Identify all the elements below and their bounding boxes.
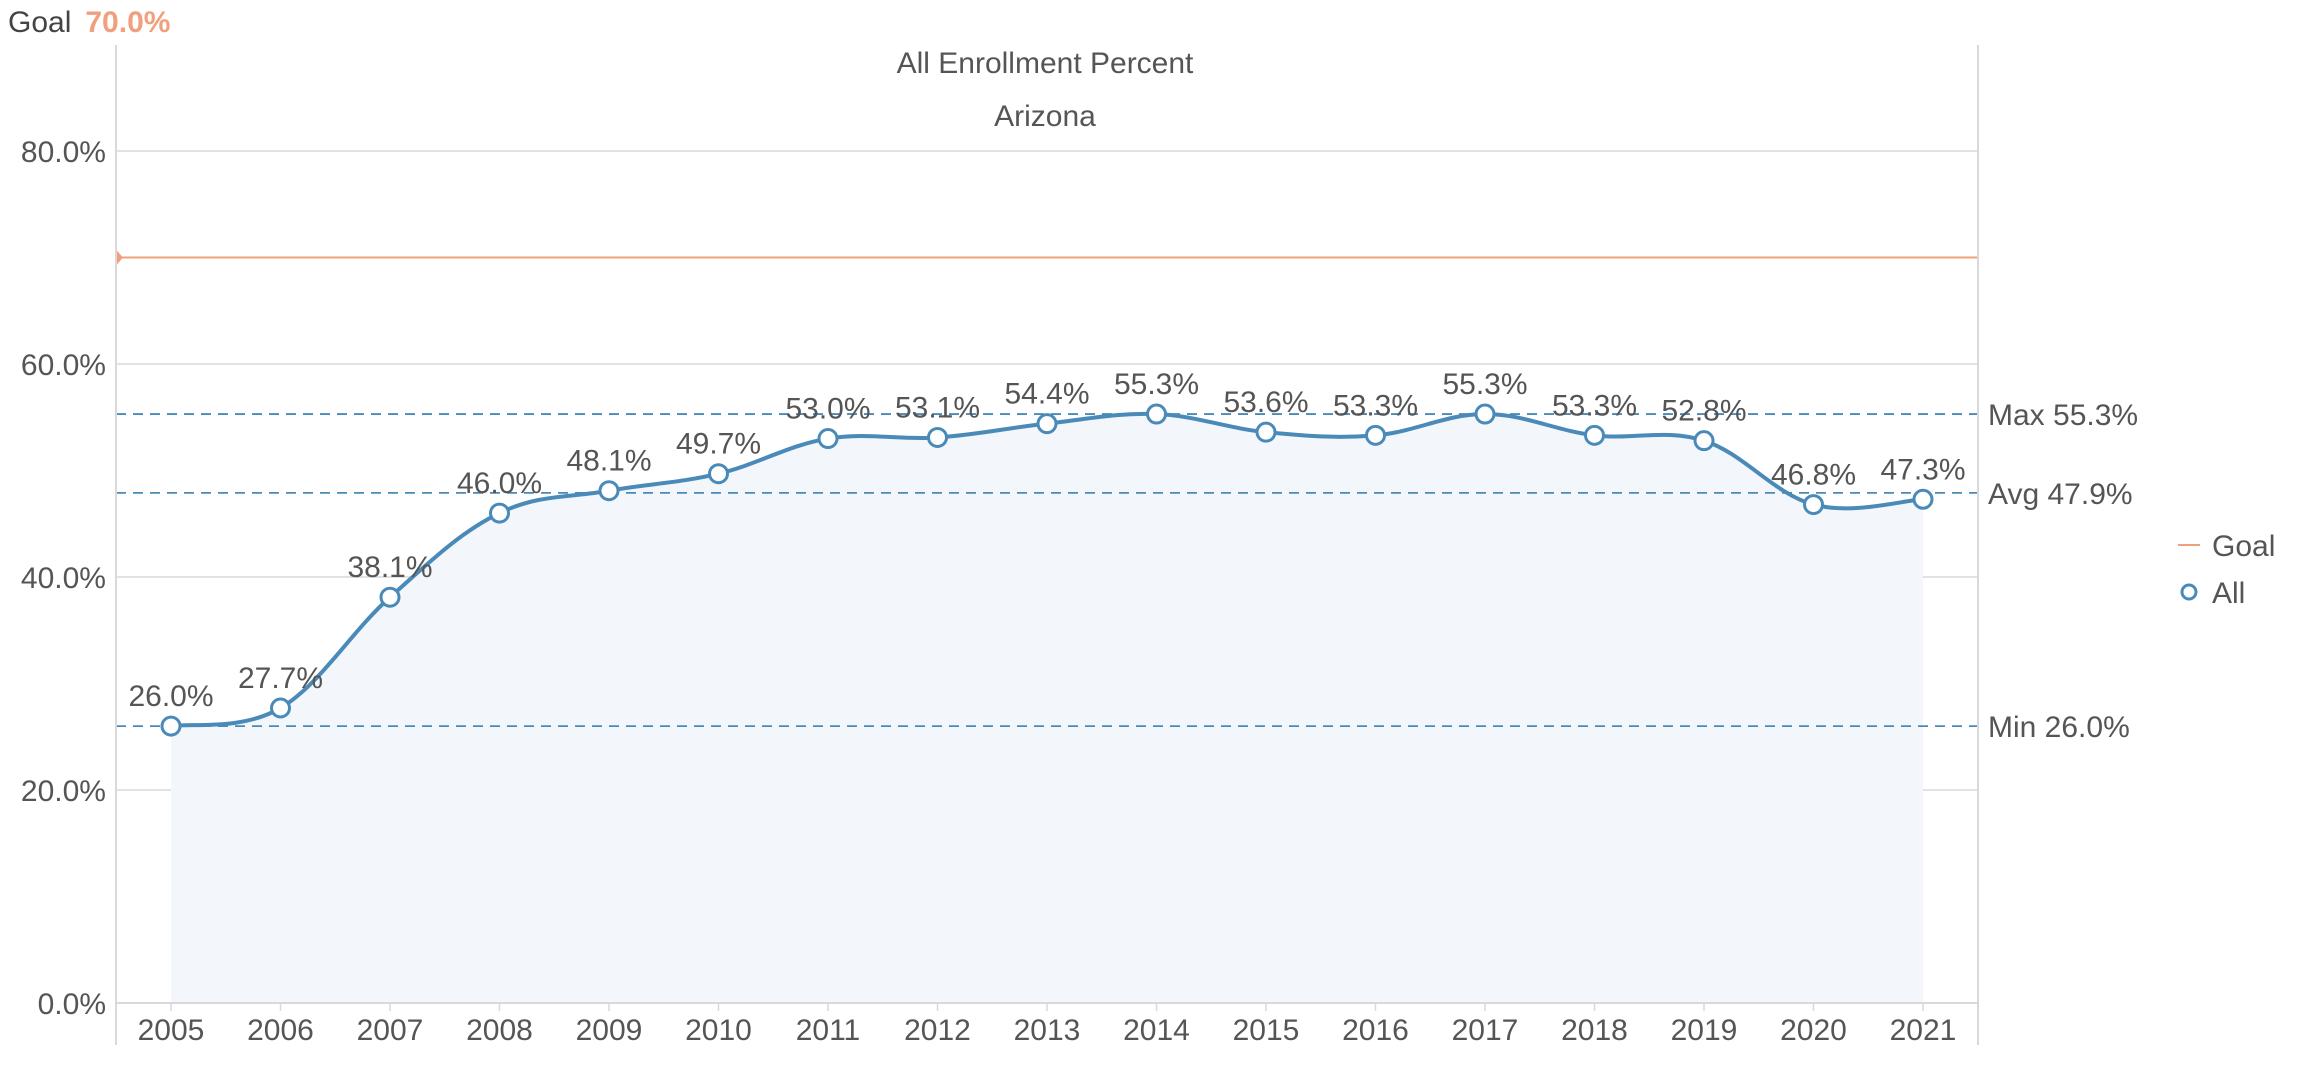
data-label: 47.3% [1880,453,1965,486]
goal-header-value: 70.0% [85,6,171,39]
data-point [817,428,839,450]
x-tick-label: 2009 [576,1014,643,1047]
data-point [1584,424,1605,446]
data-label: 55.3% [1442,368,1527,401]
data-label: 55.3% [1114,368,1199,401]
legend-all-swatch [2180,583,2198,601]
x-tick-label: 2012 [904,1014,971,1047]
legend: Goal All [2178,530,2275,610]
data-label: 53.0% [785,393,870,426]
data-point [1036,413,1058,435]
data-label: 53.1% [895,391,980,424]
data-point [708,463,729,485]
chart-title: All Enrollment Percent [897,47,1194,80]
data-label: 27.7% [238,662,323,695]
data-label: 46.0% [457,467,542,500]
data-label: 53.3% [1333,389,1418,422]
data-labels: 26.0% 27.7% 38.1% 46.0% 48.1% 49.7% 53.0% 53.1%… [128,368,1965,713]
y-tick-label: 80.0% [21,136,106,169]
y-tick-label: 20.0% [21,775,106,808]
goal-header-label: Goal [8,6,72,39]
x-tick-label: 2015 [1233,1014,1300,1047]
data-label: 26.0% [128,680,213,713]
series-area [171,413,1923,1003]
x-tick-label: 2007 [357,1014,424,1047]
x-tick-label: 2019 [1671,1014,1738,1047]
x-tick-label: 2017 [1452,1014,1519,1047]
data-label: 53.3% [1552,389,1637,422]
x-tick-label: 2005 [138,1014,205,1047]
data-point [1365,424,1386,446]
goal-marker [116,249,123,266]
data-point [1146,403,1167,425]
x-tick-label: 2018 [1561,1014,1628,1047]
area-layer [171,413,1923,1003]
goal-header: Goal 70.0% [8,6,170,40]
y-tick-label: 40.0% [21,562,106,595]
x-tick-label: 2013 [1014,1014,1081,1047]
data-label: 53.6% [1223,386,1308,419]
x-tick-label: 2014 [1123,1014,1190,1047]
data-point [489,502,510,524]
x-tick-label: 2008 [466,1014,533,1047]
data-label: 54.4% [1004,378,1089,411]
data-point [1474,403,1496,425]
x-tick-label: 2016 [1342,1014,1409,1047]
data-point [1912,488,1934,510]
data-point [927,426,948,448]
y-tick-label: 0.0% [38,988,106,1021]
x-tick-label: 2011 [796,1014,861,1047]
data-label: 38.1% [347,551,432,584]
data-point [379,586,401,608]
axes: 0.0% 20.0% 40.0% 60.0% 80.0% 2005 2006 2007 2008… [21,45,1979,1047]
data-point [1693,430,1715,452]
x-tick-label: 2021 [1890,1014,1957,1047]
data-point [270,697,291,719]
y-tick-label: 60.0% [21,349,106,382]
max-reference-label: Max 55.3% [1988,399,2138,432]
data-label: 52.8% [1661,395,1746,428]
legend-goal-label: Goal [2212,530,2275,563]
min-reference-label: Min 26.0% [1988,711,2130,744]
data-label: 46.8% [1771,459,1856,492]
data-point [160,715,182,737]
chart-subtitle: Arizona [994,100,1096,133]
data-label: 48.1% [566,445,651,478]
data-point [598,480,620,502]
data-point [1803,494,1824,516]
series-layer [160,403,1934,737]
legend-all-label: All [2212,577,2245,610]
x-tick-label: 2010 [685,1014,752,1047]
data-point [1255,421,1277,443]
avg-reference-label: Avg 47.9% [1988,478,2133,511]
x-tick-label: 2020 [1780,1014,1847,1047]
x-tick-label: 2006 [247,1014,314,1047]
reference-lines: Max 55.3% Avg 47.9% Min 26.0% [116,249,2138,744]
data-label: 49.7% [676,428,761,461]
